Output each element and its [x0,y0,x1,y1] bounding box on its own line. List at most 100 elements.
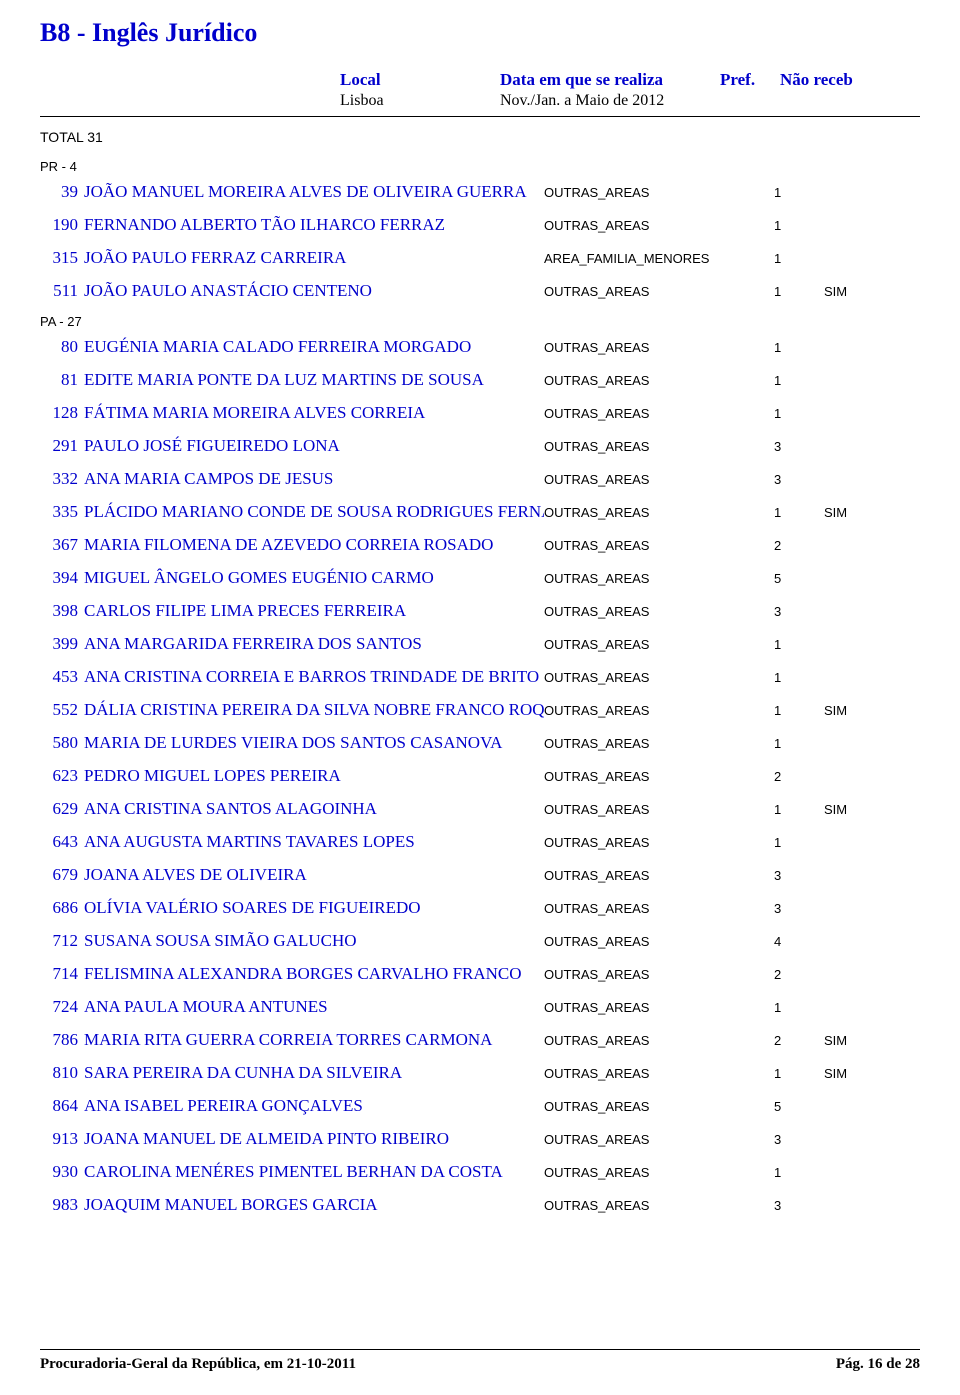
table-row: 315JOÃO PAULO FERRAZ CARREIRAAREA_FAMILI… [40,248,920,268]
row-pref: 2 [774,967,824,982]
row-num: 81 [40,370,84,390]
col-data: Data em que se realiza [500,70,720,90]
sub-local: Lisboa [340,92,500,110]
row-name: JOÃO MANUEL MOREIRA ALVES DE OLIVEIRA GU… [84,182,544,202]
table-row: 712SUSANA SOUSA SIMÃO GALUCHOOUTRAS_AREA… [40,931,920,951]
row-num: 394 [40,568,84,588]
table-row: 686OLÍVIA VALÉRIO SOARES DE FIGUEIREDOOU… [40,898,920,918]
sub-header: Lisboa Nov./Jan. a Maio de 2012 [40,92,920,116]
row-name: DÁLIA CRISTINA PEREIRA DA SILVA NOBRE FR… [84,700,544,720]
row-num: 80 [40,337,84,357]
row-name: OLÍVIA VALÉRIO SOARES DE FIGUEIREDO [84,898,544,918]
row-area: OUTRAS_AREAS [544,472,774,487]
row-pref: 1 [774,406,824,421]
row-name: PLÁCIDO MARIANO CONDE DE SOUSA RODRIGUES… [84,502,544,522]
table-row: 394MIGUEL ÂNGELO GOMES EUGÉNIO CARMOOUTR… [40,568,920,588]
row-name: EUGÉNIA MARIA CALADO FERREIRA MORGADO [84,337,544,357]
row-pref: 2 [774,538,824,553]
row-name: CAROLINA MENÉRES PIMENTEL BERHAN DA COST… [84,1162,544,1182]
row-pref: 2 [774,1033,824,1048]
row-pref: 1 [774,1000,824,1015]
row-name: ANA CRISTINA SANTOS ALAGOINHA [84,799,544,819]
row-area: OUTRAS_AREAS [544,1000,774,1015]
row-name: PAULO JOSÉ FIGUEIREDO LONA [84,436,544,456]
row-area: OUTRAS_AREAS [544,538,774,553]
row-sim: SIM [824,703,864,718]
row-num: 913 [40,1129,84,1149]
table-row: 810SARA PEREIRA DA CUNHA DA SILVEIRAOUTR… [40,1063,920,1083]
row-num: 190 [40,215,84,235]
row-name: FELISMINA ALEXANDRA BORGES CARVALHO FRAN… [84,964,544,984]
row-name: JOAQUIM MANUEL BORGES GARCIA [84,1195,544,1215]
table-row: 332ANA MARIA CAMPOS DE JESUSOUTRAS_AREAS… [40,469,920,489]
row-pref: 1 [774,185,824,200]
row-pref: 1 [774,736,824,751]
row-num: 399 [40,634,84,654]
table-row: 930CAROLINA MENÉRES PIMENTEL BERHAN DA C… [40,1162,920,1182]
row-area: OUTRAS_AREAS [544,1066,774,1081]
row-area: OUTRAS_AREAS [544,703,774,718]
row-num: 983 [40,1195,84,1215]
row-area: OUTRAS_AREAS [544,340,774,355]
row-area: OUTRAS_AREAS [544,505,774,520]
row-sim: SIM [824,1033,864,1048]
row-area: OUTRAS_AREAS [544,670,774,685]
table-row: 367MARIA FILOMENA DE AZEVEDO CORREIA ROS… [40,535,920,555]
row-area: OUTRAS_AREAS [544,934,774,949]
table-row: 398CARLOS FILIPE LIMA PRECES FERREIRAOUT… [40,601,920,621]
row-num: 128 [40,403,84,423]
row-sim: SIM [824,1066,864,1081]
row-area: AREA_FAMILIA_MENORES [544,251,774,266]
row-area: OUTRAS_AREAS [544,637,774,652]
row-num: 864 [40,1096,84,1116]
row-num: 712 [40,931,84,951]
row-name: MARIA DE LURDES VIEIRA DOS SANTOS CASANO… [84,733,544,753]
row-area: OUTRAS_AREAS [544,736,774,751]
row-area: OUTRAS_AREAS [544,604,774,619]
row-num: 552 [40,700,84,720]
row-num: 810 [40,1063,84,1083]
row-pref: 3 [774,472,824,487]
row-num: 724 [40,997,84,1017]
table-row: 81EDITE MARIA PONTE DA LUZ MARTINS DE SO… [40,370,920,390]
row-pref: 1 [774,1066,824,1081]
row-area: OUTRAS_AREAS [544,571,774,586]
row-pref: 3 [774,868,824,883]
row-area: OUTRAS_AREAS [544,967,774,982]
row-pref: 1 [774,340,824,355]
row-num: 453 [40,667,84,687]
row-num: 315 [40,248,84,268]
row-pref: 5 [774,1099,824,1114]
row-name: SARA PEREIRA DA CUNHA DA SILVEIRA [84,1063,544,1083]
row-num: 679 [40,865,84,885]
row-name: FERNANDO ALBERTO TÃO ILHARCO FERRAZ [84,215,544,235]
table-row: 39JOÃO MANUEL MOREIRA ALVES DE OLIVEIRA … [40,182,920,202]
row-pref: 1 [774,218,824,233]
row-num: 714 [40,964,84,984]
row-sim: SIM [824,284,864,299]
row-pref: 1 [774,802,824,817]
row-name: JOANA MANUEL DE ALMEIDA PINTO RIBEIRO [84,1129,544,1149]
col-pref: Pref. [720,70,780,90]
table-row: 128FÁTIMA MARIA MOREIRA ALVES CORREIAOUT… [40,403,920,423]
row-pref: 3 [774,1132,824,1147]
row-area: OUTRAS_AREAS [544,218,774,233]
row-name: ANA MARIA CAMPOS DE JESUS [84,469,544,489]
row-pref: 1 [774,251,824,266]
table-row: 335PLÁCIDO MARIANO CONDE DE SOUSA RODRIG… [40,502,920,522]
row-pref: 1 [774,703,824,718]
row-sim: SIM [824,505,864,520]
table-row: 623PEDRO MIGUEL LOPES PEREIRAOUTRAS_AREA… [40,766,920,786]
row-pref: 1 [774,373,824,388]
total-line: TOTAL 31 [40,129,920,145]
table-row: 453ANA CRISTINA CORREIA E BARROS TRINDAD… [40,667,920,687]
table-row: 580MARIA DE LURDES VIEIRA DOS SANTOS CAS… [40,733,920,753]
row-num: 623 [40,766,84,786]
row-area: OUTRAS_AREAS [544,1033,774,1048]
row-name: ANA PAULA MOURA ANTUNES [84,997,544,1017]
row-name: ANA ISABEL PEREIRA GONÇALVES [84,1096,544,1116]
row-area: OUTRAS_AREAS [544,1099,774,1114]
table-row: 714FELISMINA ALEXANDRA BORGES CARVALHO F… [40,964,920,984]
table-row: 724ANA PAULA MOURA ANTUNESOUTRAS_AREAS1 [40,997,920,1017]
row-area: OUTRAS_AREAS [544,284,774,299]
